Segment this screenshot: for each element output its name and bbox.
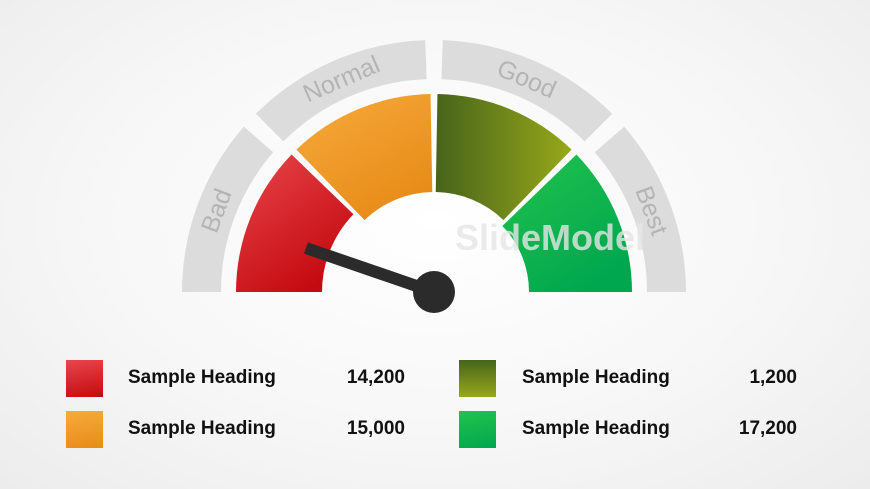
gauge-segment-best bbox=[502, 154, 632, 292]
legend-value: 15,000 bbox=[346, 418, 405, 439]
legend-value: 17,200 bbox=[738, 418, 797, 439]
band-track-best bbox=[594, 126, 686, 292]
gauge-segment-good bbox=[435, 94, 572, 221]
legend-swatch bbox=[459, 411, 496, 448]
legend-heading: Sample Heading bbox=[522, 418, 670, 439]
needle bbox=[304, 242, 455, 313]
legend-swatch bbox=[66, 411, 103, 448]
watermark: SlideModel bbox=[455, 217, 645, 258]
legend-heading: Sample Heading bbox=[128, 367, 276, 388]
legend-heading: Sample Heading bbox=[128, 418, 276, 439]
legend-heading: Sample Heading bbox=[522, 367, 670, 388]
legend-swatch bbox=[66, 360, 103, 397]
band-label: Bad bbox=[196, 185, 238, 236]
legend-value: 1,200 bbox=[749, 367, 797, 388]
band-track-bad bbox=[182, 126, 274, 292]
needle-hub bbox=[413, 271, 455, 313]
needle-pointer bbox=[304, 242, 436, 298]
legend-value: 14,200 bbox=[346, 367, 405, 388]
legend-swatch bbox=[459, 360, 496, 397]
band-track-good bbox=[441, 40, 613, 142]
gauge-segment-normal bbox=[296, 94, 433, 221]
band-track-normal bbox=[255, 40, 427, 142]
